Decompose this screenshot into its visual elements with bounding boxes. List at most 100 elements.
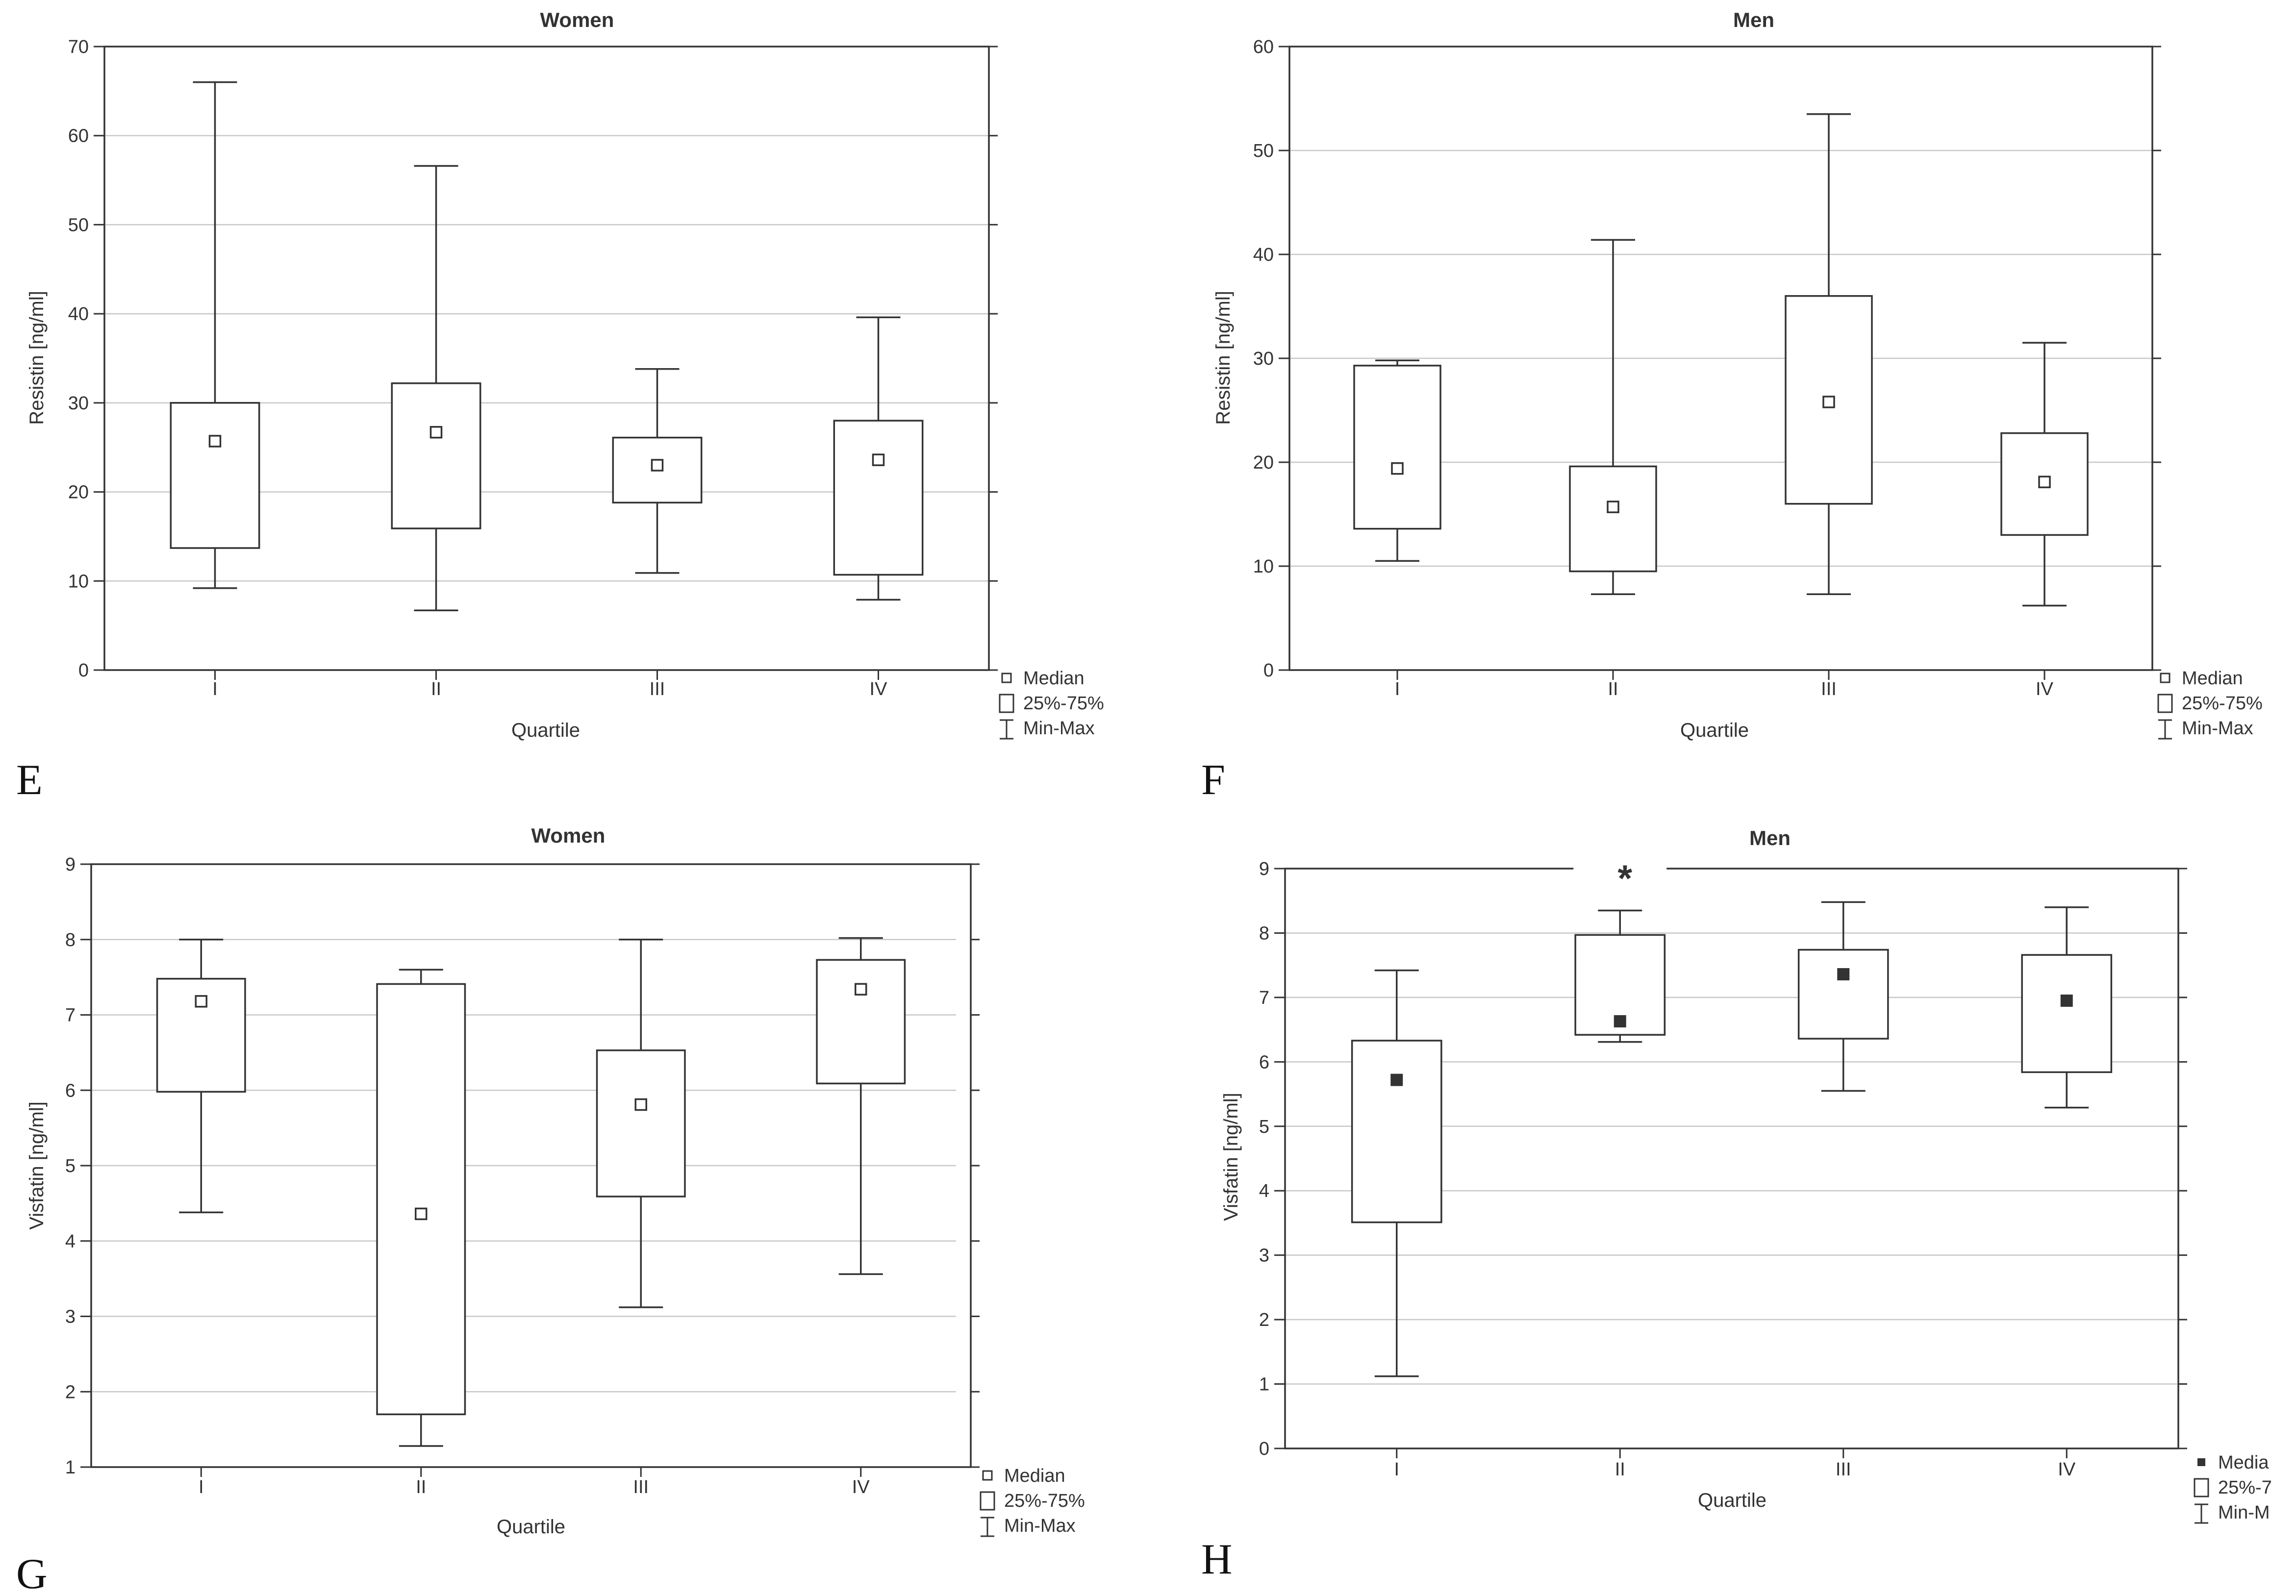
median-marker (872, 453, 885, 466)
iqr-box (833, 420, 924, 576)
legend-box-label: 25%-75% (1023, 693, 1104, 714)
median-marker (2038, 475, 2051, 489)
y-tick-label: 50 (1253, 141, 1274, 161)
x-tick-label: III (1836, 1459, 1851, 1480)
y-tick-label: 0 (1259, 1439, 1269, 1459)
y-tick-label: 3 (65, 1307, 76, 1327)
median-marker (634, 1098, 647, 1111)
plot-frame (103, 46, 990, 671)
legend-box-label: 25%-75% (2182, 693, 2263, 714)
y-tick-label: 30 (1253, 349, 1274, 369)
iqr-box (1353, 365, 1441, 530)
y-tick-label: 10 (1253, 556, 1274, 577)
y-tick-label: 3 (1259, 1246, 1269, 1266)
panel-letter: H (1201, 1536, 1233, 1583)
box-iii (1785, 113, 1873, 595)
y-tick-label: 20 (68, 482, 89, 503)
iqr-box (2021, 954, 2113, 1073)
median-marker (208, 435, 222, 448)
box-i (1351, 969, 1442, 1377)
box-i (156, 939, 246, 1214)
x-axis-label: Quartile (1698, 1490, 1766, 1511)
box-iii (612, 368, 703, 574)
y-tick-label: 2 (1259, 1310, 1269, 1330)
panel-letter: G (16, 1550, 48, 1596)
legend-whisker-label: Min-Max (1023, 718, 1095, 739)
y-axis-label: Visfatin [ng/ml] (26, 1101, 48, 1230)
y-tick-label: 6 (1259, 1052, 1269, 1072)
box-iv (816, 937, 906, 1275)
x-tick-label: II (1608, 679, 1618, 699)
panel-letter: E (16, 756, 43, 804)
chart-title: Men (1749, 826, 1791, 849)
y-tick-label: 7 (1259, 988, 1269, 1008)
x-axis-label: Quartile (1680, 720, 1749, 741)
y-tick-label: 0 (78, 660, 89, 681)
median-marker (855, 983, 867, 996)
y-tick-label: 2 (65, 1382, 76, 1402)
legend-box-label: 25%-75% (1004, 1491, 1085, 1511)
chart-title: Women (540, 8, 614, 31)
x-tick-label: I (1394, 1459, 1399, 1480)
legend-whisker-label: Min-M (2218, 1502, 2270, 1523)
iqr-box (1351, 1040, 1442, 1223)
legend-median-marker (1001, 673, 1012, 683)
y-tick-label: 9 (1259, 859, 1269, 879)
median-marker (1607, 500, 1619, 513)
legend-box-marker (2157, 694, 2173, 713)
box-ii (391, 165, 481, 612)
iqr-box (156, 977, 246, 1093)
y-tick-label: 5 (65, 1156, 76, 1176)
legend-median-label: Median (1023, 668, 1085, 689)
x-tick-label: II (1615, 1459, 1625, 1480)
y-tick-label: 4 (1259, 1181, 1269, 1201)
legend-median-label: Median (2182, 668, 2243, 689)
box-ii (376, 969, 466, 1447)
median-marker (415, 1207, 428, 1221)
box-ii (1569, 239, 1657, 595)
box-iii (596, 939, 686, 1308)
median-marker (651, 459, 664, 472)
legend-median-label: Median (1004, 1466, 1065, 1486)
y-tick-label: 7 (65, 1005, 76, 1026)
median-marker (1391, 462, 1404, 475)
y-axis-label: Resistin [ng/ml] (1212, 291, 1234, 424)
box-iv (833, 316, 924, 601)
y-tick-label: 70 (68, 37, 89, 57)
median-marker (2060, 994, 2073, 1007)
significance-gap (1573, 866, 1667, 872)
y-tick-label: 40 (68, 304, 89, 324)
y-tick-label: 8 (1259, 923, 1269, 944)
box-ii (1574, 909, 1666, 1043)
legend-median-marker (2160, 673, 2170, 683)
y-tick-label: 1 (1259, 1374, 1269, 1395)
y-tick-label: 6 (65, 1080, 76, 1101)
y-tick-label: 10 (68, 571, 89, 592)
y-tick-label: 20 (1253, 452, 1274, 473)
chart-title: Men (1733, 8, 1774, 31)
y-tick-label: 8 (65, 930, 76, 950)
legend-median-label: Media (2218, 1452, 2269, 1473)
box-i (1353, 359, 1441, 562)
box-iv (2000, 342, 2089, 607)
box-iv (2021, 906, 2113, 1109)
x-tick-label: IV (870, 679, 888, 699)
y-tick-label: 50 (68, 215, 89, 235)
box-i (170, 81, 260, 589)
y-tick-label: 9 (65, 854, 76, 875)
y-tick-label: 60 (1253, 37, 1274, 57)
median-marker (429, 426, 443, 439)
y-tick-label: 60 (68, 126, 89, 147)
legend-box-marker (980, 1491, 995, 1511)
plot-frame (1284, 868, 2179, 1449)
x-tick-label: II (431, 679, 441, 699)
x-tick-label: I (199, 1477, 204, 1497)
median-marker (1822, 396, 1835, 408)
legend: Median 25%-75% Min-Max (980, 1466, 1085, 1537)
iqr-box (596, 1049, 686, 1197)
median-marker (1390, 1073, 1403, 1086)
